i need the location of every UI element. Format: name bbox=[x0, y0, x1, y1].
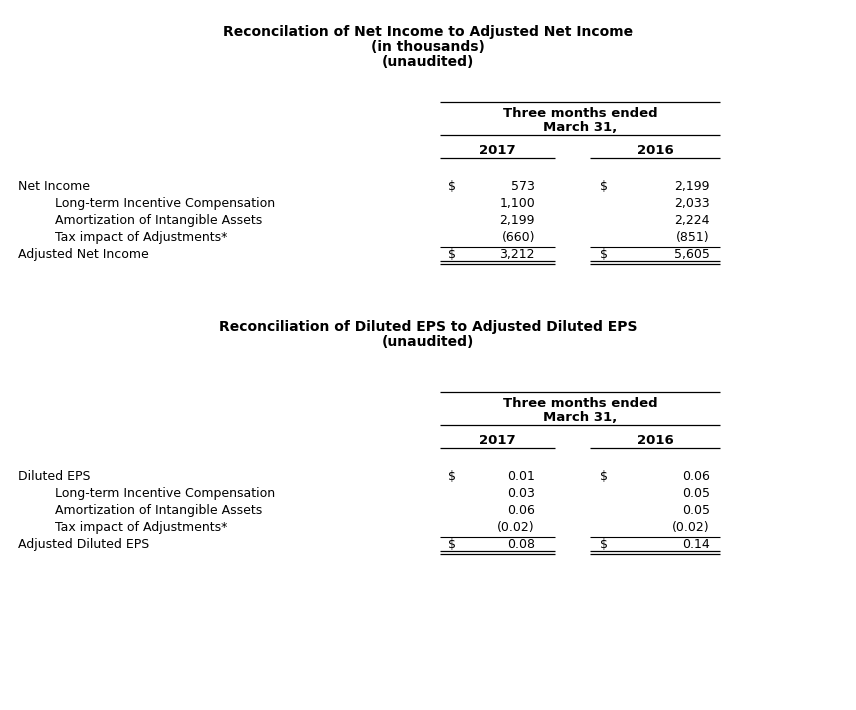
Text: $: $ bbox=[448, 248, 456, 261]
Text: 573: 573 bbox=[511, 180, 535, 193]
Text: $: $ bbox=[600, 248, 608, 261]
Text: Long-term Incentive Compensation: Long-term Incentive Compensation bbox=[55, 197, 275, 210]
Text: 3,212: 3,212 bbox=[500, 248, 535, 261]
Text: $: $ bbox=[448, 538, 456, 551]
Text: 2,224: 2,224 bbox=[675, 214, 710, 227]
Text: $: $ bbox=[600, 180, 608, 193]
Text: Amortization of Intangible Assets: Amortization of Intangible Assets bbox=[55, 504, 262, 517]
Text: Reconciliation of Diluted EPS to Adjusted Diluted EPS: Reconciliation of Diluted EPS to Adjuste… bbox=[219, 320, 637, 334]
Text: 1,100: 1,100 bbox=[499, 197, 535, 210]
Text: March 31,: March 31, bbox=[543, 121, 617, 134]
Text: March 31,: March 31, bbox=[543, 411, 617, 424]
Text: 0.05: 0.05 bbox=[682, 487, 710, 500]
Text: $: $ bbox=[600, 470, 608, 483]
Text: 0.01: 0.01 bbox=[507, 470, 535, 483]
Text: $: $ bbox=[600, 538, 608, 551]
Text: 2017: 2017 bbox=[479, 434, 515, 447]
Text: Net Income: Net Income bbox=[18, 180, 90, 193]
Text: 2016: 2016 bbox=[637, 144, 674, 157]
Text: (0.02): (0.02) bbox=[497, 521, 535, 534]
Text: Diluted EPS: Diluted EPS bbox=[18, 470, 91, 483]
Text: (unaudited): (unaudited) bbox=[382, 55, 474, 69]
Text: 0.08: 0.08 bbox=[507, 538, 535, 551]
Text: Reconcilation of Net Income to Adjusted Net Income: Reconcilation of Net Income to Adjusted … bbox=[223, 25, 633, 39]
Text: 0.03: 0.03 bbox=[507, 487, 535, 500]
Text: $: $ bbox=[448, 180, 456, 193]
Text: 0.14: 0.14 bbox=[682, 538, 710, 551]
Text: Three months ended: Three months ended bbox=[502, 397, 657, 410]
Text: $: $ bbox=[448, 470, 456, 483]
Text: (660): (660) bbox=[502, 231, 535, 244]
Text: Three months ended: Three months ended bbox=[502, 107, 657, 120]
Text: (0.02): (0.02) bbox=[672, 521, 710, 534]
Text: Tax impact of Adjustments*: Tax impact of Adjustments* bbox=[55, 521, 228, 534]
Text: 2016: 2016 bbox=[637, 434, 674, 447]
Text: 0.05: 0.05 bbox=[682, 504, 710, 517]
Text: 0.06: 0.06 bbox=[507, 504, 535, 517]
Text: (unaudited): (unaudited) bbox=[382, 335, 474, 349]
Text: 2,033: 2,033 bbox=[675, 197, 710, 210]
Text: 5,605: 5,605 bbox=[675, 248, 710, 261]
Text: Adjusted Net Income: Adjusted Net Income bbox=[18, 248, 149, 261]
Text: Tax impact of Adjustments*: Tax impact of Adjustments* bbox=[55, 231, 228, 244]
Text: (851): (851) bbox=[676, 231, 710, 244]
Text: Amortization of Intangible Assets: Amortization of Intangible Assets bbox=[55, 214, 262, 227]
Text: Long-term Incentive Compensation: Long-term Incentive Compensation bbox=[55, 487, 275, 500]
Text: 2,199: 2,199 bbox=[675, 180, 710, 193]
Text: 0.06: 0.06 bbox=[682, 470, 710, 483]
Text: 2017: 2017 bbox=[479, 144, 515, 157]
Text: 2,199: 2,199 bbox=[500, 214, 535, 227]
Text: (in thousands): (in thousands) bbox=[371, 40, 485, 54]
Text: Adjusted Diluted EPS: Adjusted Diluted EPS bbox=[18, 538, 149, 551]
